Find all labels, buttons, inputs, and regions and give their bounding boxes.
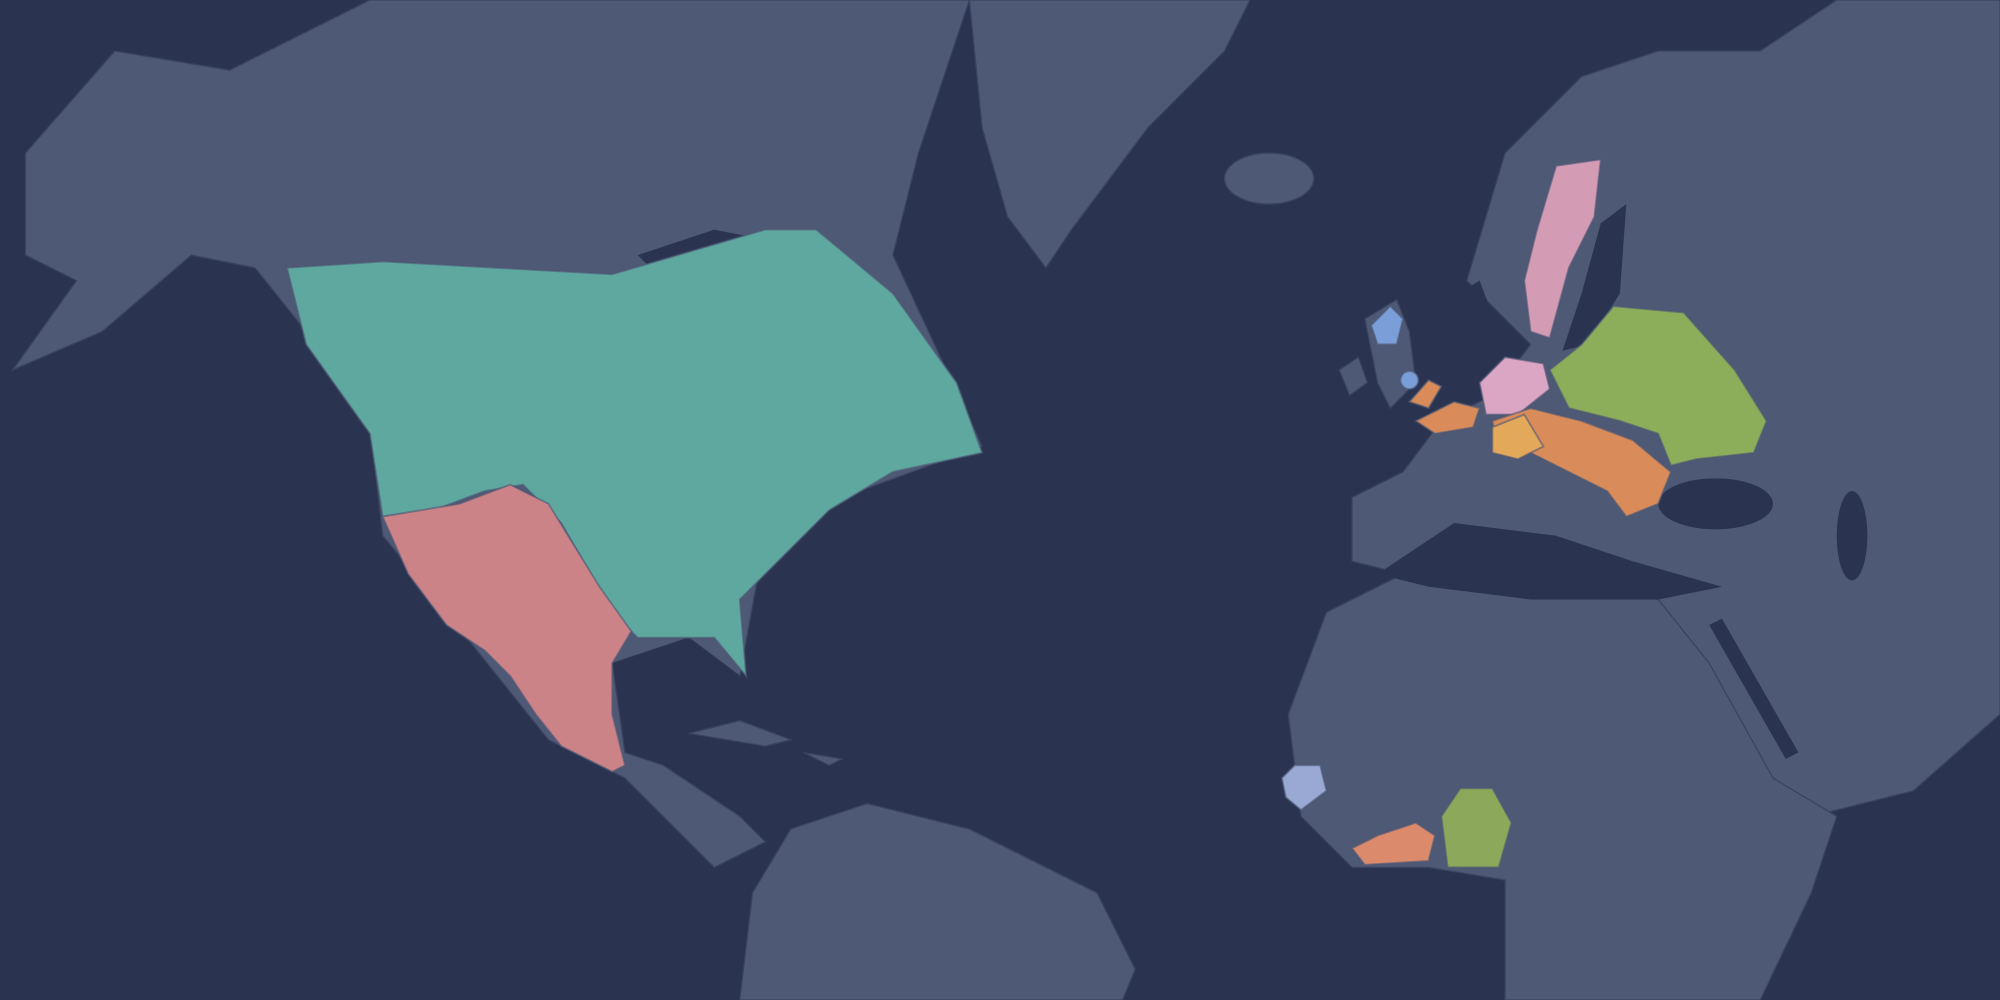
black-sea [1658, 478, 1773, 530]
south-america [739, 802, 1136, 1000]
region [1440, 787, 1513, 869]
region [1407, 378, 1481, 435]
iceland [1223, 152, 1315, 205]
region [1523, 158, 1602, 340]
region [1370, 304, 1420, 390]
ireland [1338, 356, 1369, 397]
gulf-of-mexico [612, 637, 740, 740]
region [1280, 764, 1328, 812]
region [381, 483, 633, 773]
baltic-sea [1562, 204, 1627, 351]
region [1548, 305, 1768, 467]
mediterranean [1377, 522, 1722, 600]
caspian-sea [1836, 491, 1868, 581]
region [1478, 356, 1551, 416]
caribbean [688, 719, 844, 767]
highlighted-regions [285, 158, 1768, 869]
red-sea [1709, 618, 1799, 759]
region [1350, 821, 1437, 866]
north-sea [1415, 280, 1499, 377]
region [1491, 413, 1545, 461]
greenland [968, 0, 1251, 269]
